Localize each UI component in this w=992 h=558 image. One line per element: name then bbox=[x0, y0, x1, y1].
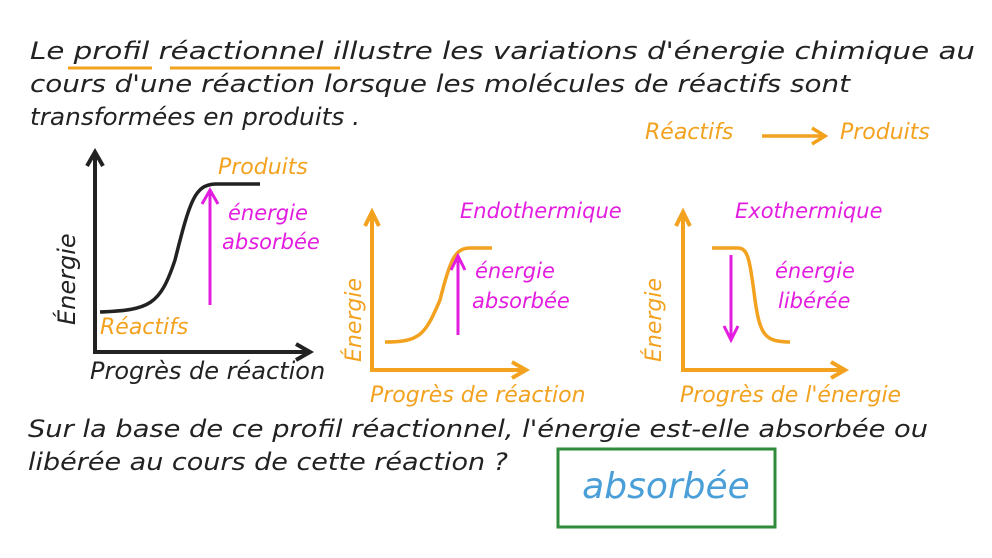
x-axis-label: Progrès de réaction bbox=[90, 357, 325, 385]
products-label: Produits bbox=[218, 155, 308, 180]
y-axis-label: Énergie bbox=[341, 278, 367, 362]
intro-line: transformées en produits . bbox=[30, 103, 360, 131]
y-axis-label: Énergie bbox=[641, 278, 667, 362]
x-axis-label: Progrès de l'énergie bbox=[680, 383, 901, 408]
axes bbox=[674, 207, 850, 380]
reaction-arrow bbox=[762, 126, 829, 146]
reactants-label: Réactifs bbox=[100, 315, 188, 340]
x-axis-label: Progrès de réaction bbox=[370, 383, 586, 408]
products: Produits bbox=[840, 120, 930, 145]
question-line: Sur la base de ce profil réactionnel, l'… bbox=[28, 415, 928, 443]
answer-box bbox=[556, 447, 777, 529]
arrow-label: énergie bbox=[228, 201, 308, 225]
arrow-label: énergie bbox=[475, 259, 555, 283]
energy-curve bbox=[99, 182, 260, 314]
arrow-label: absorbée bbox=[222, 230, 320, 254]
y-axis-label: Énergie bbox=[52, 233, 81, 325]
question-line: libérée au cours de cette réaction ? bbox=[28, 448, 508, 476]
energy-arrow bbox=[722, 255, 740, 344]
reactants: Réactifs bbox=[645, 120, 733, 145]
graph-title: Endothermique bbox=[460, 199, 622, 223]
graph-title: Exothermique bbox=[735, 199, 883, 223]
arrow-label: énergie bbox=[775, 259, 855, 283]
arrow-label: libérée bbox=[778, 289, 850, 313]
energy-curve bbox=[384, 246, 492, 344]
arrow-label: absorbée bbox=[472, 289, 570, 313]
intro-line: cours d'une réaction lorsque les molécul… bbox=[30, 70, 852, 98]
axes bbox=[363, 207, 531, 380]
energy-arrow bbox=[449, 252, 467, 335]
answer: absorbée bbox=[582, 466, 750, 507]
intro-line: Le profil réactionnel illustre les varia… bbox=[30, 37, 975, 65]
energy-curve bbox=[712, 246, 791, 344]
axes bbox=[85, 147, 315, 362]
energy-arrow bbox=[200, 186, 220, 305]
